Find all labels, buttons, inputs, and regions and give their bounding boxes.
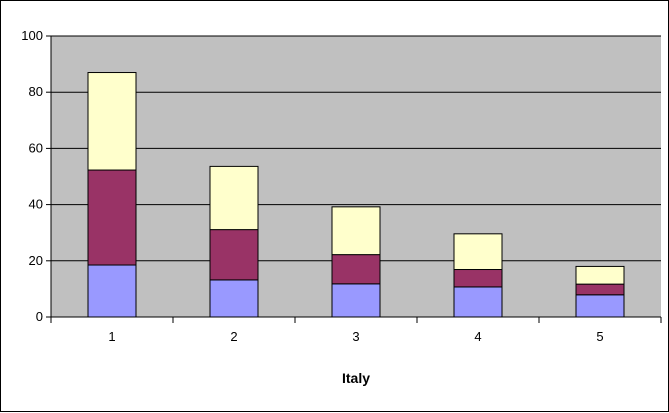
bar-segment-cat3-series2 <box>332 255 380 284</box>
bar-segment-cat2-series2 <box>210 230 258 280</box>
x-tick-label: 4 <box>474 329 481 344</box>
bar-segment-cat4-series2 <box>454 270 502 287</box>
bar-segment-cat5-series3 <box>576 266 624 284</box>
bar-segment-cat3-series3 <box>332 207 380 255</box>
bar-segment-cat1-series1 <box>88 265 136 317</box>
bar-segment-cat5-series1 <box>576 295 624 317</box>
x-tick-label: 3 <box>352 329 359 344</box>
x-axis-ticks: 1 2 3 4 5 <box>51 317 661 344</box>
bar-segment-cat1-series2 <box>88 170 136 265</box>
bar-segment-cat4-series1 <box>454 287 502 317</box>
x-tick-label: 5 <box>596 329 603 344</box>
y-tick-label: 40 <box>29 197 43 212</box>
y-tick-label: 80 <box>29 84 43 99</box>
y-tick-label: 0 <box>36 309 43 324</box>
x-tick-label: 2 <box>230 329 237 344</box>
x-axis-title: Italy <box>342 370 370 386</box>
bar-segment-cat5-series2 <box>576 284 624 295</box>
bar-segment-cat4-series3 <box>454 234 502 270</box>
y-tick-label: 100 <box>21 28 43 43</box>
y-axis-ticks: 0 20 40 60 80 100 <box>21 28 51 324</box>
y-tick-label: 60 <box>29 140 43 155</box>
bar-segment-cat2-series3 <box>210 166 258 229</box>
bar-segment-cat1-series3 <box>88 73 136 171</box>
bar-segment-cat3-series1 <box>332 284 380 317</box>
x-tick-label: 1 <box>108 329 115 344</box>
bar-segment-cat2-series1 <box>210 280 258 317</box>
y-tick-label: 20 <box>29 253 43 268</box>
